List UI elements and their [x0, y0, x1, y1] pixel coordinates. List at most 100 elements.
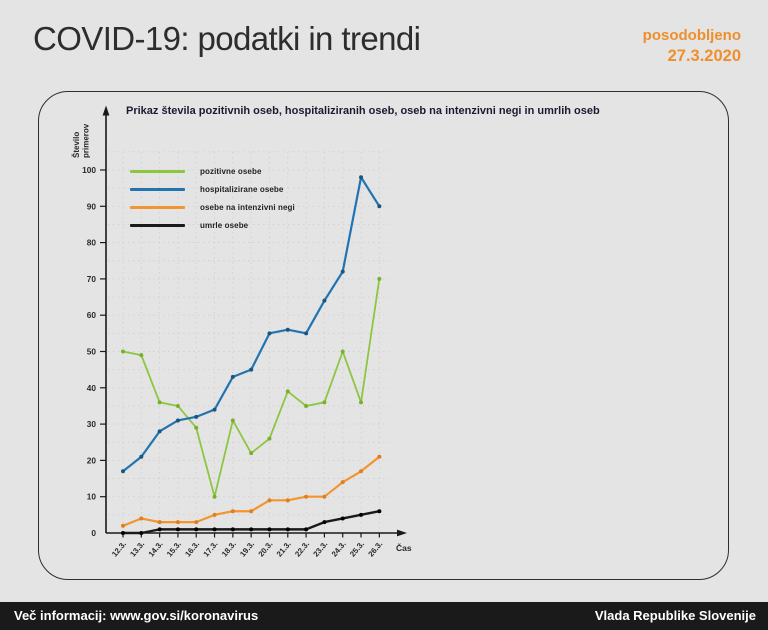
- data-point: [121, 349, 125, 354]
- y-tick-label: 40: [87, 383, 97, 393]
- data-point: [194, 520, 199, 525]
- data-point: [340, 349, 345, 354]
- x-tick-label: 19.3.: [238, 540, 256, 559]
- data-point: [194, 414, 199, 419]
- data-point: [359, 469, 364, 474]
- data-point: [157, 520, 162, 525]
- series-umrle-osebe: [121, 509, 382, 535]
- legend-color-line: [130, 188, 185, 192]
- legend-item: pozitivne osebe: [130, 163, 295, 181]
- data-point: [194, 527, 199, 532]
- legend-color-line: [130, 170, 185, 174]
- data-point: [249, 451, 254, 456]
- data-point: [157, 400, 162, 405]
- data-point: [230, 374, 235, 379]
- data-point: [121, 523, 125, 528]
- legend-label: umrle osebe: [200, 220, 249, 230]
- data-point: [340, 480, 345, 485]
- chart-canvas: 0 10 20 30 40 50 60 70 80 90 100 12.3. 13.3. 14.3. 15.…: [72, 105, 412, 559]
- series-hospitalizirane-osebe: [121, 175, 382, 474]
- data-point: [230, 527, 235, 532]
- data-point: [194, 425, 199, 430]
- data-point: [340, 269, 345, 274]
- x-tick-label: 12.3.: [110, 540, 128, 559]
- y-tick-label: 100: [82, 165, 96, 175]
- data-point: [157, 429, 162, 434]
- data-point: [267, 498, 272, 503]
- data-point: [304, 527, 309, 532]
- footer-info-url: Več informacij: www.gov.si/koronavirus: [14, 607, 259, 623]
- y-tick-label: 90: [87, 201, 97, 211]
- data-point: [175, 520, 180, 525]
- data-point: [175, 527, 180, 532]
- legend-label: hospitalizirane osebe: [200, 185, 284, 195]
- data-point: [359, 175, 364, 180]
- y-tick-label: 10: [87, 492, 97, 502]
- updated-label: posodobljeno: [642, 27, 741, 44]
- y-tick-label: 0: [91, 528, 96, 538]
- data-point: [139, 516, 144, 521]
- legend-item: osebe na intenzivni negi: [130, 199, 295, 217]
- x-tick-label: 24.3.: [330, 540, 348, 559]
- data-point: [377, 454, 382, 459]
- axes: [105, 114, 399, 534]
- series-pozitivne-osebe: [121, 276, 382, 499]
- x-tick-label: 26.3.: [366, 540, 384, 559]
- data-point: [175, 403, 180, 408]
- data-point: [267, 331, 272, 336]
- legend-label: pozitivne osebe: [200, 167, 262, 177]
- chart-panel: Prikaz števila pozitivnih oseb, hospital…: [38, 91, 729, 580]
- x-tick-label: 18.3.: [220, 540, 238, 559]
- y-axis-arrow: [102, 105, 110, 116]
- data-point: [377, 276, 382, 281]
- x-axis-arrow: [397, 529, 407, 537]
- legend-color-line: [130, 223, 185, 227]
- legend-item: umrle osebe: [130, 216, 295, 234]
- data-point: [304, 403, 309, 408]
- data-point: [175, 418, 180, 423]
- x-tick-label: 13.3.: [128, 540, 146, 559]
- data-point: [359, 512, 364, 517]
- data-point: [340, 516, 345, 521]
- data-point: [285, 327, 290, 332]
- data-point: [285, 389, 290, 394]
- data-point: [249, 509, 254, 514]
- data-point: [285, 527, 290, 532]
- y-tick-label: 30: [87, 419, 97, 429]
- series-osebe-na-intenzivni-negi: [121, 454, 382, 528]
- data-point: [157, 527, 162, 532]
- data-point: [121, 469, 125, 474]
- x-tick-label: 17.3.: [202, 540, 220, 559]
- data-point: [212, 527, 217, 532]
- data-point: [285, 498, 290, 503]
- data-point: [359, 400, 364, 405]
- y-tick-label: 20: [87, 455, 97, 465]
- y-axis-label: Število primerov: [72, 123, 91, 158]
- legend-label: osebe na intenzivni negi: [200, 202, 295, 212]
- x-tick-label: 22.3.: [293, 540, 311, 559]
- data-point: [267, 436, 272, 441]
- page-title: COVID-19: podatki in trendi: [33, 20, 421, 57]
- x-tick-label: 16.3.: [183, 540, 201, 559]
- data-point: [249, 527, 254, 532]
- data-point: [377, 204, 382, 209]
- data-point: [212, 407, 217, 412]
- data-point: [139, 531, 144, 535]
- x-tick-label: 15.3.: [165, 540, 183, 559]
- legend-color-line: [130, 205, 185, 209]
- data-point: [304, 494, 309, 499]
- y-tick-label: 60: [87, 310, 97, 320]
- footer-gov-label: Vlada Republike Slovenije: [594, 607, 756, 623]
- data-point: [121, 531, 125, 535]
- y-tick-label: 70: [87, 274, 97, 284]
- data-point: [230, 418, 235, 423]
- x-axis-label: Čas: [396, 542, 412, 553]
- data-point: [377, 509, 382, 514]
- x-tick-label: 25.3.: [348, 540, 366, 559]
- data-point: [267, 527, 272, 532]
- x-tick-label: 14.3.: [147, 540, 165, 559]
- x-tick-label: 23.3.: [311, 540, 329, 559]
- x-tick-label: 20.3.: [256, 540, 274, 559]
- data-point: [212, 494, 217, 499]
- y-tick-label: 50: [87, 347, 97, 357]
